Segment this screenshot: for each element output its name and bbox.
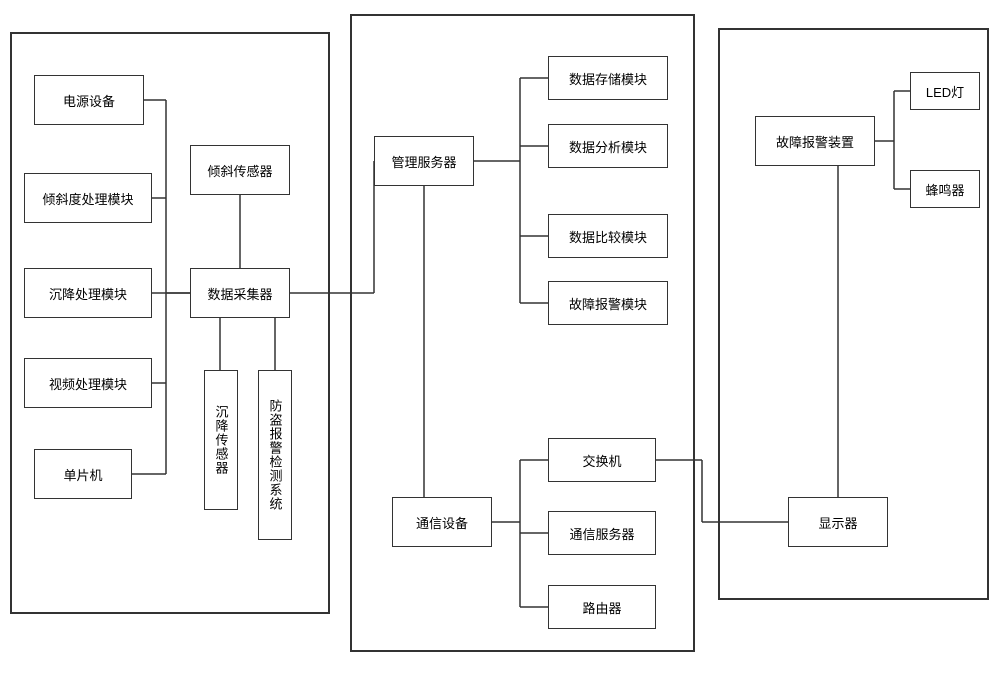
node-n_tilt_proc: 倾斜度处理模块	[24, 173, 152, 223]
node-n_led: LED灯	[910, 72, 980, 110]
node-n_store: 数据存储模块	[548, 56, 668, 100]
node-n_compare: 数据比较模块	[548, 214, 668, 258]
node-n_alarm: 故障报警装置	[755, 116, 875, 166]
node-n_settle_sens: 沉降传感器	[204, 370, 238, 510]
node-n_switch: 交换机	[548, 438, 656, 482]
node-n_router: 路由器	[548, 585, 656, 629]
node-n_faultmod: 故障报警模块	[548, 281, 668, 325]
container-c2	[350, 14, 695, 652]
node-n_commsrv: 通信服务器	[548, 511, 656, 555]
node-n_buzzer: 蜂鸣器	[910, 170, 980, 208]
node-n_settle_proc: 沉降处理模块	[24, 268, 152, 318]
node-n_antitheft: 防盗报警检测系统	[258, 370, 292, 540]
node-n_tilt_sens: 倾斜传感器	[190, 145, 290, 195]
node-n_psu: 电源设备	[34, 75, 144, 125]
node-n_analyze: 数据分析模块	[548, 124, 668, 168]
node-n_mgmt: 管理服务器	[374, 136, 474, 186]
node-n_display: 显示器	[788, 497, 888, 547]
node-n_video: 视频处理模块	[24, 358, 152, 408]
node-n_comm: 通信设备	[392, 497, 492, 547]
node-n_mcu: 单片机	[34, 449, 132, 499]
node-n_collector: 数据采集器	[190, 268, 290, 318]
